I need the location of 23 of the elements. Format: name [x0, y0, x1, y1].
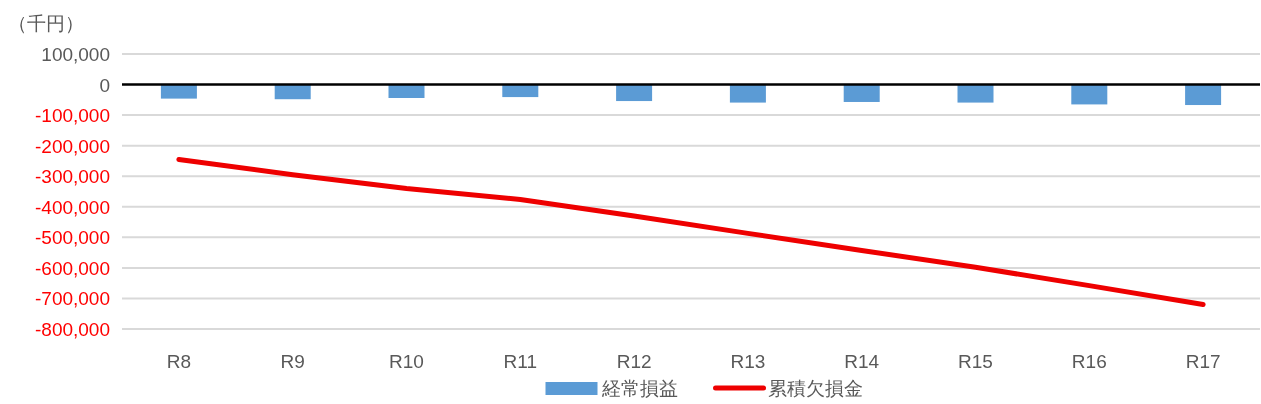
x-tick-label: R12 [616, 351, 652, 372]
y-tick-label: -600,000 [34, 257, 110, 279]
y-tick-label: -500,000 [34, 227, 110, 249]
y-tick-label: -700,000 [34, 288, 110, 310]
y-tick-label: -400,000 [34, 196, 110, 218]
x-tick-label: R14 [844, 351, 880, 372]
y-tick-label: 100,000 [41, 44, 110, 65]
y-tick-label: -100,000 [34, 105, 110, 127]
x-tick-label: R11 [503, 351, 538, 372]
y-tick-label: -300,000 [34, 166, 110, 188]
legend-label: 経常損益 [600, 378, 678, 399]
x-tick-label: R13 [730, 351, 766, 372]
x-tick-label: R15 [958, 351, 993, 372]
x-tick-label: R16 [1071, 351, 1107, 372]
y-tick-label: 0 [99, 74, 110, 96]
legend-label: 累積欠損金 [767, 378, 863, 399]
x-tick-label: R9 [280, 351, 305, 372]
y-axis-title: （千円） [8, 13, 84, 34]
y-tick-label: -200,000 [34, 135, 110, 157]
x-tick-label: R10 [389, 351, 424, 372]
x-tick-label: R8 [166, 351, 192, 372]
x-tick-label: R17 [1185, 351, 1221, 372]
y-tick-label: -800,000 [34, 319, 110, 340]
